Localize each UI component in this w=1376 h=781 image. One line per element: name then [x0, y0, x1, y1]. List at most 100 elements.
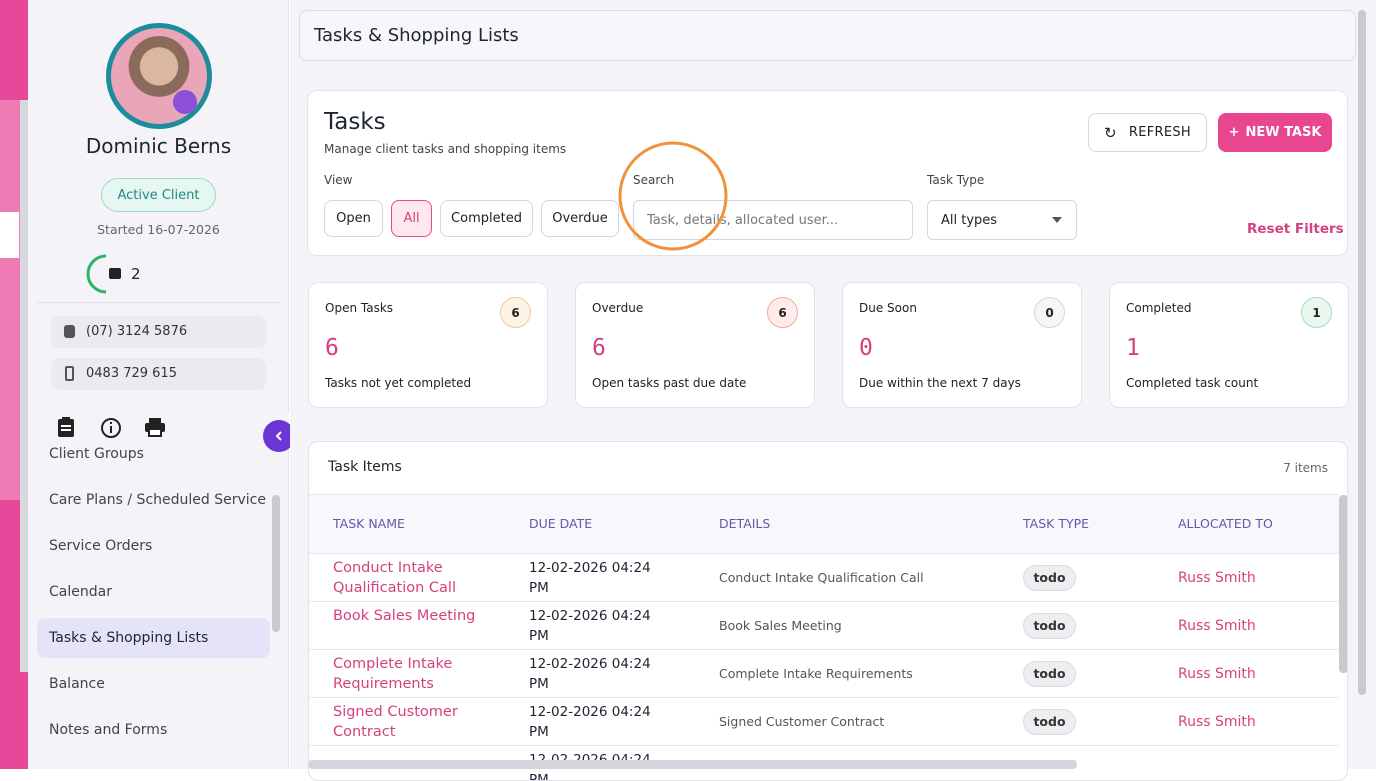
task-name[interactable]: Conduct Intake Qualification Call [333, 560, 456, 596]
new-task-button[interactable]: + NEW TASK [1218, 113, 1332, 152]
table-body: Conduct Intake Qualification Call 12-02-2… [309, 553, 1339, 780]
type-chip: todo [1023, 565, 1076, 591]
stat-desc: Completed task count [1126, 376, 1259, 390]
column-header[interactable]: DETAILS [719, 516, 771, 531]
refresh-button[interactable]: ↻ REFRESH [1088, 113, 1207, 152]
stat-card: Due Soon 0 0 Due within the next 7 days [842, 282, 1082, 408]
nav-list: Client Groups Care Plans / Scheduled Serv… [28, 441, 289, 769]
type-chip: todo [1023, 613, 1076, 639]
stat-desc: Due within the next 7 days [859, 376, 1021, 390]
phone: (07) 3124 5876 [86, 324, 188, 339]
type-chip: todo [1023, 709, 1076, 735]
view-button[interactable]: Open [324, 200, 383, 237]
count-widget: 2 [86, 254, 141, 294]
table-title: Task Items [328, 459, 402, 475]
stat-label: Open Tasks [325, 301, 394, 315]
assignee[interactable]: Russ Smith [1178, 666, 1256, 682]
details: Complete Intake Requirements [719, 666, 913, 681]
details: Signed Customer Contract [719, 714, 885, 729]
page-scrollbar [1358, 10, 1366, 695]
stat-card: Completed 1 1 Completed task count [1109, 282, 1349, 408]
view-button[interactable]: All [391, 200, 432, 237]
stat-label: Completed [1126, 301, 1192, 315]
stat-label: Due Soon [859, 301, 917, 315]
avatar[interactable] [106, 23, 212, 129]
due-date: 12-02-2026 04:24 PM [529, 608, 651, 644]
highlight-circle [618, 141, 728, 251]
mobile: 0483 729 615 [86, 366, 177, 381]
table-scrollbar [1339, 495, 1347, 673]
nav-item[interactable]: Client Groups [49, 446, 144, 462]
stat-desc: Tasks not yet completed [325, 376, 472, 390]
refresh-icon: ↻ [1104, 123, 1117, 142]
assignee[interactable]: Russ Smith [1178, 714, 1256, 730]
phone-box: (07) 3124 5876 [51, 316, 266, 348]
assignee[interactable]: Russ Smith [1178, 570, 1256, 586]
collapse-button[interactable] [263, 420, 295, 452]
task-table: Task Items 7 items TASK NAME DUE DATE DETA… [308, 441, 1348, 781]
table-header: TASK NAME DUE DATE DETAILS TASK TYPE ALLOCAT… [309, 494, 1339, 553]
task-name[interactable]: Signed Customer Contract [333, 704, 458, 740]
nav-item[interactable]: Calendar [49, 584, 112, 600]
stat-badge: 6 [500, 297, 531, 328]
stat-value: 1 [1126, 335, 1140, 361]
search-label: Search [633, 173, 675, 187]
count: 2 [131, 265, 141, 283]
nav-item[interactable]: Tasks & Shopping Lists [37, 618, 270, 658]
view-label: View [324, 173, 353, 187]
chevron [275, 431, 282, 441]
select-value: All types [941, 213, 998, 228]
camera-button[interactable] [173, 90, 197, 114]
table-row[interactable]: Book Sales Meeting 12-02-2026 04:24 PM Boo… [309, 601, 1339, 649]
reset-filters[interactable]: Reset Filters [1247, 221, 1344, 237]
type-chip: todo [1023, 661, 1076, 687]
rail-slot [0, 212, 19, 258]
nav-item[interactable]: Balance [49, 676, 105, 692]
mobile-box: 0483 729 615 [51, 358, 266, 390]
view-button[interactable]: Completed [440, 200, 533, 237]
stat-value: 6 [592, 335, 606, 361]
due-date: 12-02-2026 04:24 PM [529, 656, 651, 692]
table-row[interactable]: Complete Intake Requirements 12-02-2026 0… [309, 649, 1339, 697]
start-date: Started 16-07-2026 [97, 222, 220, 237]
info-icon[interactable] [100, 417, 122, 439]
column-header[interactable]: ALLOCATED TO [1178, 516, 1273, 531]
nav-item[interactable]: Service Orders [49, 538, 153, 554]
stat-badge: 6 [767, 297, 798, 328]
panel-title: Tasks [324, 109, 386, 135]
type-select[interactable]: All types [927, 200, 1077, 240]
item-count: 7 items [1283, 461, 1328, 475]
column-header[interactable]: TASK TYPE [1023, 516, 1090, 531]
task-name[interactable]: Book Sales Meeting [333, 608, 476, 624]
rail-section [0, 100, 20, 500]
details: Book Sales Meeting [719, 618, 842, 633]
details: Conduct Intake Qualification Call [719, 570, 924, 585]
assignee[interactable]: Russ Smith [1178, 618, 1256, 634]
table-row[interactable]: Signed Customer Contract 12-02-2026 04:24… [309, 697, 1339, 745]
stat-card: Open Tasks 6 6 Tasks not yet completed [308, 282, 548, 408]
print-icon[interactable] [144, 417, 166, 437]
new-task-text: NEW TASK [1245, 125, 1322, 140]
nav-item[interactable]: Notes and Forms [49, 722, 168, 738]
stat-badge: 0 [1034, 297, 1065, 328]
column-header[interactable]: DUE DATE [529, 516, 593, 531]
stat-value: 6 [325, 335, 339, 361]
rail-scroll [20, 100, 28, 672]
nav-item[interactable]: Care Plans / Scheduled Service [49, 492, 266, 508]
status-pill: Active Client [101, 178, 216, 212]
due-date: 12-02-2026 04:24 PM [529, 704, 651, 740]
table-row[interactable]: Conduct Intake Qualification Call 12-02-2… [309, 553, 1339, 601]
sidebar: Dominic Berns Active Client Started 16-0… [28, 0, 289, 769]
clipboard-icon[interactable] [56, 416, 76, 438]
refresh-text: REFRESH [1128, 125, 1191, 140]
column-header[interactable]: TASK NAME [333, 516, 405, 531]
due-date: 12-02-2026 04:24 PM [529, 560, 651, 596]
plus-icon: + [1228, 125, 1240, 140]
view-button[interactable]: Overdue [541, 200, 619, 237]
search-input[interactable]: Task, details, allocated user... [633, 200, 913, 240]
client-name: Dominic Berns [85, 134, 232, 158]
h-scrollbar [308, 760, 1077, 769]
stat-label: Overdue [592, 301, 644, 315]
task-name[interactable]: Complete Intake Requirements [333, 656, 453, 692]
